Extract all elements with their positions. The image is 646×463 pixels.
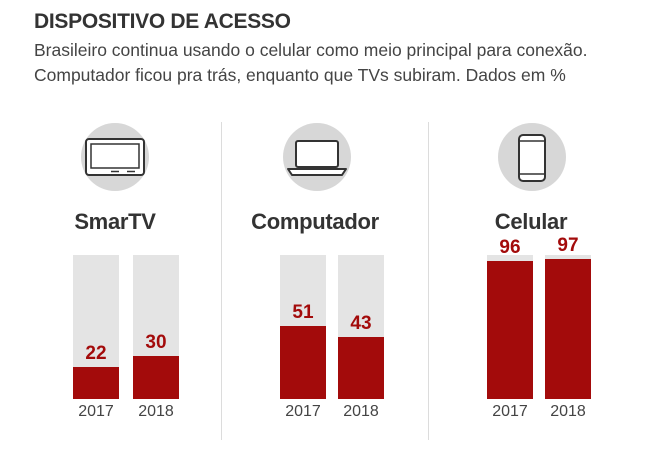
- bar-track: [338, 255, 384, 399]
- tv-icon: [81, 123, 149, 191]
- bar-value-label: 22: [85, 343, 107, 364]
- bar-track: [487, 255, 533, 399]
- chart-title: DISPOSITIVO DE ACESSO: [34, 10, 291, 33]
- bar-track: [545, 255, 591, 399]
- bar: [487, 261, 533, 399]
- bar-value-label: 51: [292, 302, 314, 323]
- bar-track: [280, 255, 326, 399]
- year-tick-label: 2018: [138, 403, 174, 420]
- bar: [545, 259, 591, 399]
- subtitle-line-2: Computador ficou pra trás, enquanto que …: [34, 65, 566, 85]
- bar-value-label: 30: [145, 332, 167, 353]
- bar-value-label: 43: [350, 313, 372, 334]
- panel-title-computador: Computador: [251, 209, 379, 234]
- bar: [73, 367, 119, 399]
- bar: [280, 326, 326, 399]
- year-tick-label: 2017: [78, 403, 114, 420]
- smartphone-icon: [498, 123, 566, 191]
- panel-title-smartv: SmarTV: [74, 209, 156, 234]
- panel-divider: [221, 122, 222, 440]
- year-tick-label: 2017: [285, 403, 321, 420]
- bar-track: [133, 255, 179, 399]
- bar-value-label: 96: [499, 237, 521, 258]
- year-tick-label: 2017: [492, 403, 528, 420]
- panel-divider: [428, 122, 429, 440]
- year-tick-label: 2018: [550, 403, 586, 420]
- panel-title-celular: Celular: [494, 209, 568, 234]
- chart-subtitle: Brasileiro continua usando o celular com…: [34, 38, 634, 88]
- bar-value-label: 97: [557, 235, 579, 256]
- bar: [133, 356, 179, 399]
- year-tick-label: 2018: [343, 403, 379, 420]
- subtitle-line-1: Brasileiro continua usando o celular com…: [34, 40, 588, 60]
- laptop-icon: [283, 123, 351, 191]
- bar-track: [73, 255, 119, 399]
- bar: [338, 337, 384, 399]
